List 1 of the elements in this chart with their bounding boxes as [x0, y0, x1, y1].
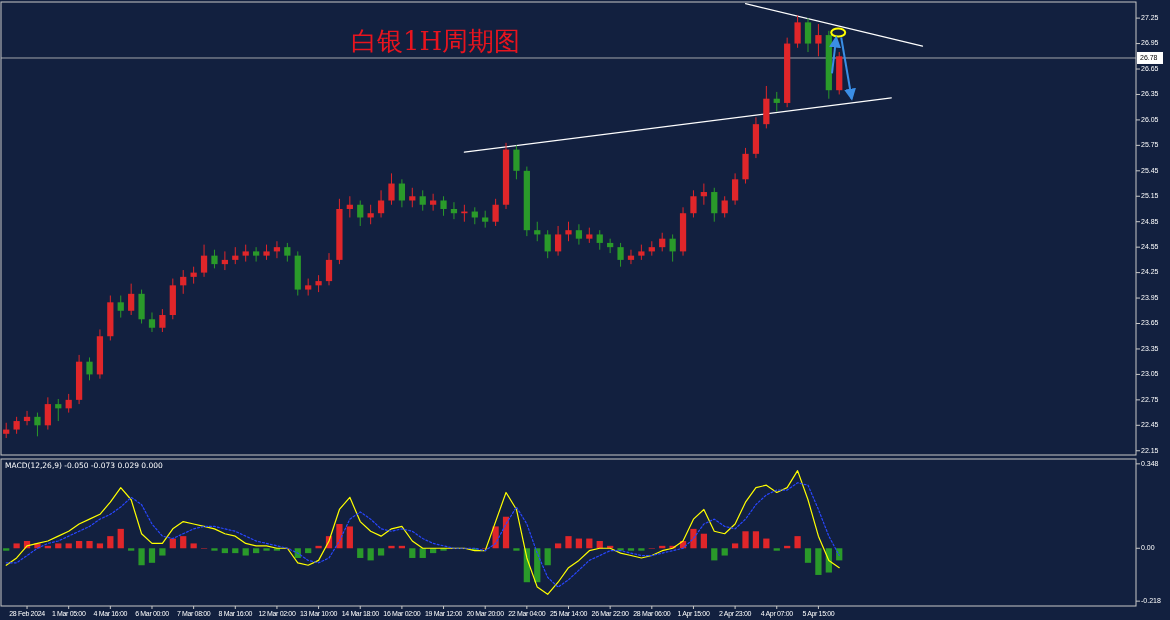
text: 白银1H周期图 [351, 26, 521, 56]
